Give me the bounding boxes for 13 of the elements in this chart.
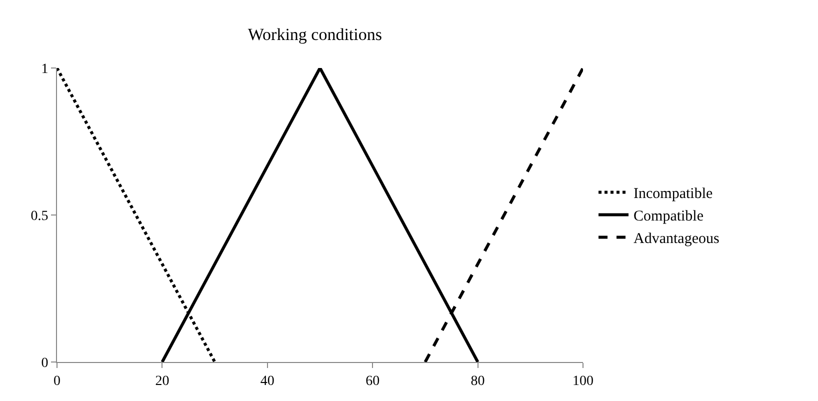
legend-label: Compatible [634, 208, 704, 225]
x-tick-label: 20 [155, 374, 170, 389]
chart-title: Working conditions [248, 24, 382, 44]
y-tick-label: 0.5 [30, 208, 48, 224]
y-tick-label: 0 [41, 356, 48, 371]
x-tick-label: 60 [366, 374, 380, 389]
x-tick-label: 100 [572, 374, 594, 389]
legend-label: Advantageous [634, 231, 720, 248]
x-tick-label: 80 [470, 374, 485, 389]
x-tick-label: 0 [54, 374, 60, 389]
x-tick-label: 40 [260, 374, 274, 389]
legend-label: Incompatible [634, 186, 713, 202]
y-tick-label: 1 [41, 62, 48, 77]
